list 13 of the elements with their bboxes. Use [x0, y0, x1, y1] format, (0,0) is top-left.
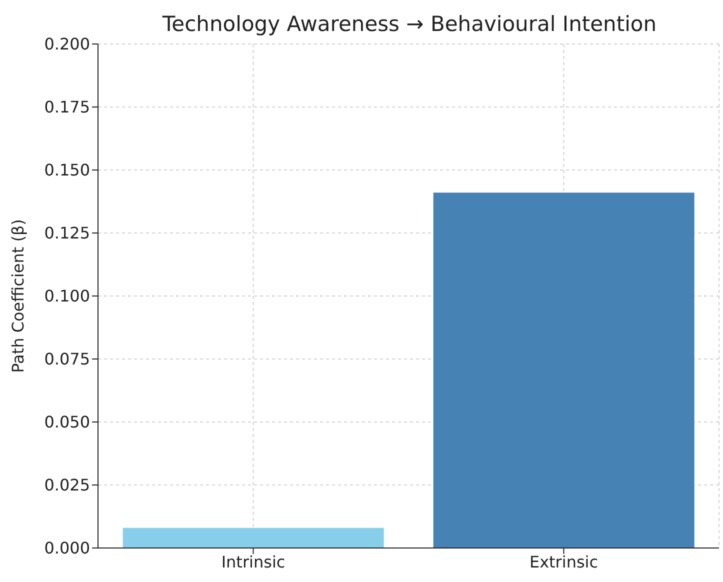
y-tick-label: 0.100	[44, 286, 90, 306]
y-tick-label: 0.150	[44, 160, 90, 180]
y-axis-title: Path Coefficient (β)	[8, 219, 28, 373]
chart-title: Technology Awareness → Behavioural Intention	[161, 12, 658, 36]
y-tick-label: 0.175	[44, 98, 90, 117]
x-tick-label: Intrinsic	[221, 552, 286, 572]
y-tick-label: 0.000	[44, 538, 90, 558]
y-tick-label: 0.125	[44, 224, 90, 243]
x-tick-label: Extrinsic	[529, 552, 598, 572]
y-tick-label: 0.200	[44, 34, 90, 54]
y-tick-label: 0.075	[44, 350, 90, 369]
y-tick-label: 0.050	[44, 412, 90, 432]
y-tick-label: 0.025	[44, 476, 90, 495]
